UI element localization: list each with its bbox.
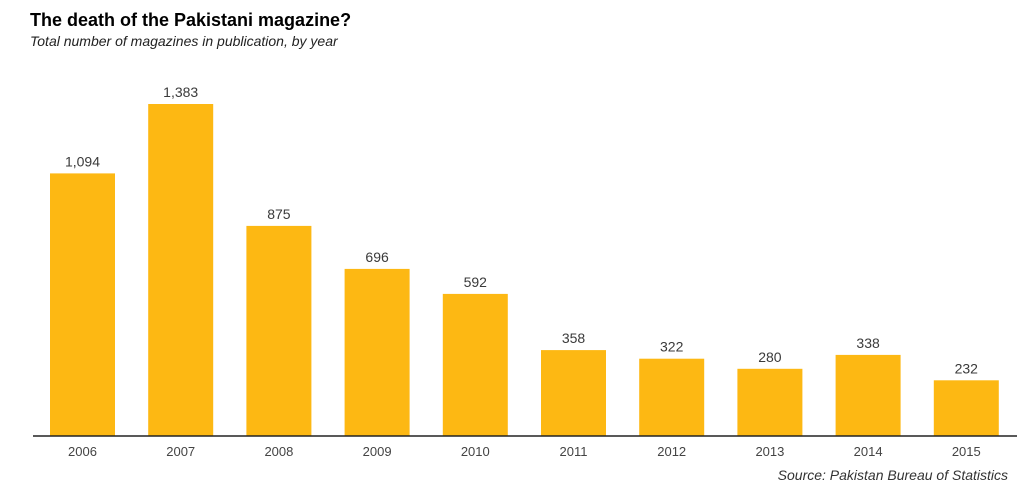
value-label-2010: 592 (464, 274, 488, 290)
x-tick-label-2011: 2011 (560, 444, 588, 459)
value-label-2015: 232 (955, 360, 979, 376)
value-label-2013: 280 (758, 349, 782, 365)
bar-2007 (148, 104, 214, 436)
value-label-2014: 338 (856, 335, 880, 351)
bar-2008 (246, 225, 312, 436)
x-tick-label-2012: 2012 (657, 444, 686, 459)
bars-group (50, 104, 999, 436)
value-label-2006: 1,094 (65, 153, 100, 169)
x-tick-label-2009: 2009 (363, 444, 392, 459)
value-label-2011: 358 (562, 330, 586, 346)
bar-2009 (344, 268, 410, 436)
bar-2006 (50, 173, 115, 436)
value-labels-group: 1,094 1,383 875 696 592 358 322 280 338 232 (65, 84, 978, 376)
bar-2010 (442, 293, 508, 436)
x-tick-label-2010: 2010 (461, 444, 490, 459)
bar-2012 (639, 358, 705, 436)
source-note: Source: Pakistan Bureau of Statistics (777, 467, 1008, 483)
x-tick-label-2008: 2008 (264, 444, 293, 459)
x-tick-label-2006: 2006 (68, 444, 97, 459)
bar-2013 (737, 368, 803, 436)
value-label-2009: 696 (365, 249, 389, 265)
chart-subtitle: Total number of magazines in publication… (30, 33, 338, 49)
x-tick-label-2014: 2014 (854, 444, 883, 459)
bar-2011 (541, 350, 606, 436)
value-label-2007: 1,383 (163, 84, 198, 100)
x-tick-label-2015: 2015 (952, 444, 981, 459)
x-tick-label-2007: 2007 (166, 444, 195, 459)
bar-2014 (835, 354, 901, 436)
chart-title: The death of the Pakistani magazine? (30, 10, 352, 30)
x-tick-labels-group: 2006 2007 2008 2009 2010 2011 2012 2013 2014 2015 (68, 444, 981, 459)
x-tick-label-2013: 2013 (755, 444, 784, 459)
value-label-2012: 322 (660, 339, 684, 355)
bar-2015 (933, 380, 999, 436)
value-label-2008: 875 (267, 206, 291, 222)
